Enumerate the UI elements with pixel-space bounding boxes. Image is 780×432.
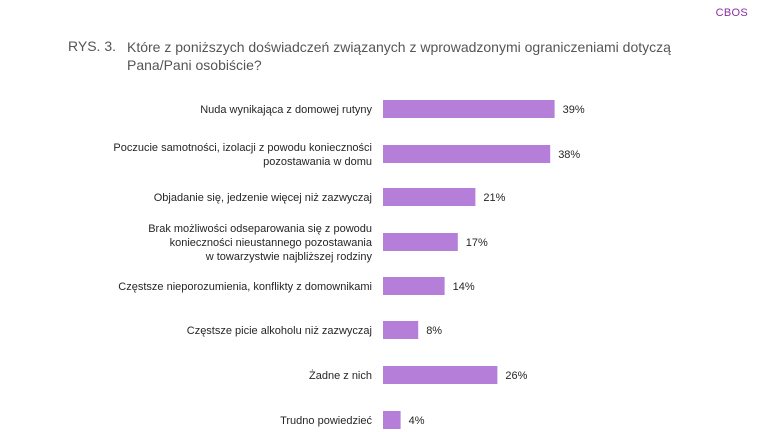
category-label-0: Nuda wynikająca z domowej rutyny bbox=[200, 104, 372, 116]
category-label-1: Poczucie samotności, izolacji z powodu k… bbox=[113, 142, 372, 168]
figure-label: RYS. 3. bbox=[68, 38, 116, 54]
category-label-line: Poczucie samotności, izolacji z powodu k… bbox=[113, 142, 372, 154]
bar-1 bbox=[383, 145, 551, 163]
bar-7 bbox=[383, 411, 401, 429]
category-label-2: Objadanie się, jedzenie więcej niż zazwy… bbox=[154, 192, 372, 204]
category-label-line: Częstsze nieporozumienia, konflikty z do… bbox=[118, 281, 372, 293]
bar-6 bbox=[383, 366, 498, 384]
category-label-4: Częstsze nieporozumienia, konflikty z do… bbox=[118, 281, 372, 293]
value-label-5: 8% bbox=[426, 325, 442, 337]
category-label-line: Częstsze picie alkoholu niż zazwyczaj bbox=[187, 325, 372, 337]
category-label-line: konieczności nieustannego pozostawania bbox=[170, 237, 373, 249]
value-label-4: 14% bbox=[453, 281, 475, 293]
brand-logo-text: CBOS bbox=[715, 7, 748, 19]
bar-5 bbox=[383, 321, 419, 339]
category-label-line: Trudno powiedzieć bbox=[280, 415, 372, 427]
bar-3 bbox=[383, 233, 458, 251]
category-label-5: Częstsze picie alkoholu niż zazwyczaj bbox=[187, 325, 372, 337]
bar-4 bbox=[383, 277, 445, 295]
category-label-7: Trudno powiedzieć bbox=[280, 415, 372, 427]
category-label-line: Żadne z nich bbox=[309, 369, 372, 382]
value-label-1: 38% bbox=[558, 149, 580, 161]
chart-title: Które z poniższych doświadczeń związanyc… bbox=[127, 39, 671, 73]
value-label-6: 26% bbox=[505, 370, 527, 382]
category-label-line: w towarzystwie najbliższej rodziny bbox=[205, 251, 373, 263]
value-label-3: 17% bbox=[466, 237, 488, 249]
value-label-7: 4% bbox=[409, 415, 425, 427]
value-label-0: 39% bbox=[563, 104, 585, 116]
value-label-2: 21% bbox=[483, 192, 505, 204]
category-label-line: pozostawania w domu bbox=[263, 156, 372, 168]
category-label-3: Brak możliwości odseparowania się z powo… bbox=[148, 223, 373, 263]
category-label-line: Objadanie się, jedzenie więcej niż zazwy… bbox=[154, 192, 372, 204]
category-label-line: Nuda wynikająca z domowej rutyny bbox=[200, 104, 372, 116]
category-label-6: Żadne z nich bbox=[309, 369, 372, 382]
bar-2 bbox=[383, 188, 476, 206]
bar-0 bbox=[383, 100, 555, 118]
category-label-line: Brak możliwości odseparowania się z powo… bbox=[148, 223, 372, 235]
